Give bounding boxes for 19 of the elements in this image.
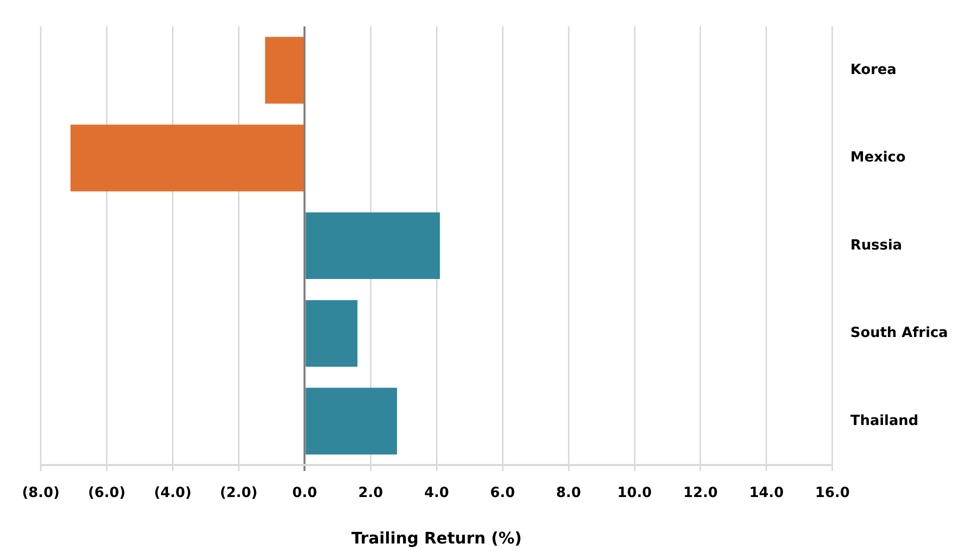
y-tick-label: Mexico (850, 150, 906, 166)
x-tick-label: 8.0 (556, 485, 582, 502)
x-tick-label: 14.0 (749, 485, 784, 502)
x-tick-label: 2.0 (358, 485, 384, 502)
x-tick-label: 12.0 (683, 485, 718, 502)
x-tick-label: 6.0 (490, 485, 516, 502)
y-tick-label: Korea (850, 62, 896, 78)
y-tick-label: Thailand (850, 412, 918, 429)
x-tick-label: (2.0) (220, 485, 258, 502)
y-tick-label: Russia (850, 237, 902, 254)
x-tick-label: (4.0) (154, 485, 192, 502)
x-tick-label: 0.0 (292, 485, 318, 502)
x-tick-label: 4.0 (424, 485, 450, 502)
x-tick-label: 10.0 (617, 485, 652, 502)
x-axis-title: Trailing Return (%) (351, 528, 522, 548)
x-tick-label: (8.0) (22, 485, 60, 502)
y-tick-label: South Africa (850, 325, 948, 342)
x-tick-label: 16.0 (815, 485, 850, 502)
x-tick-label: (6.0) (88, 485, 126, 502)
